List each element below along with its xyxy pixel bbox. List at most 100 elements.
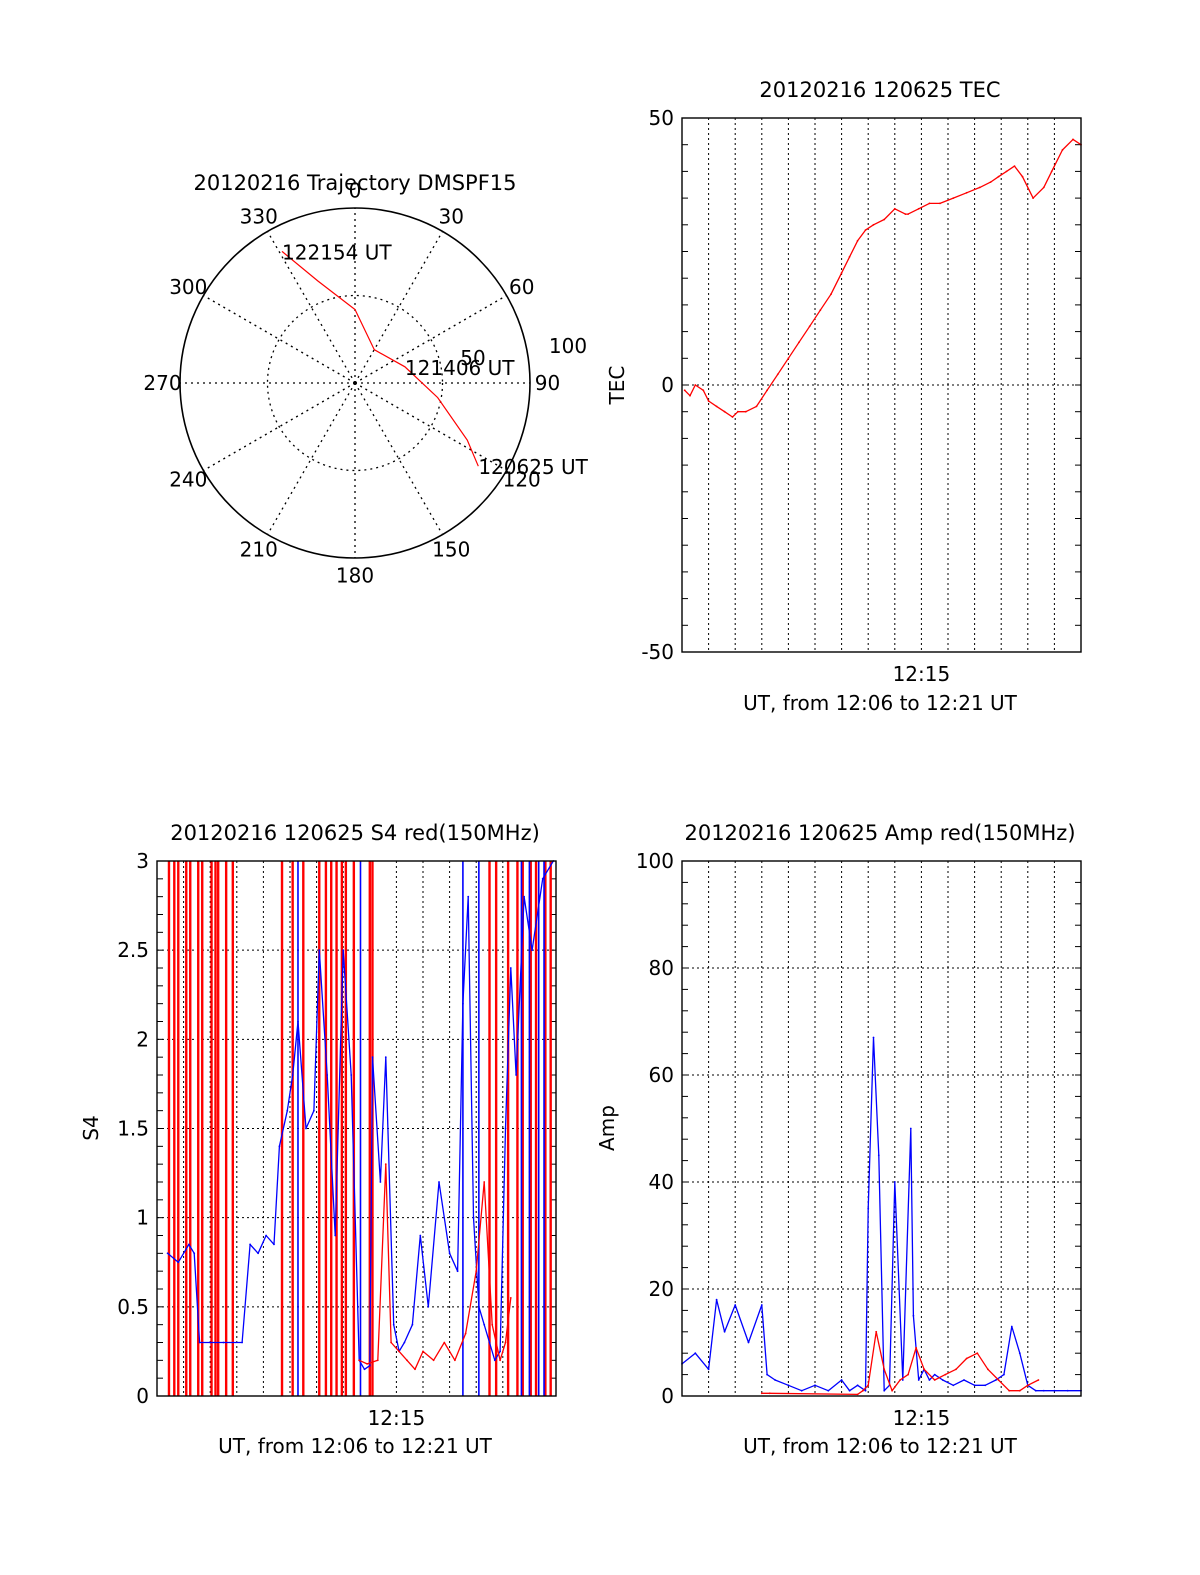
data-point <box>723 1330 726 1333</box>
data-point <box>249 1243 252 1246</box>
x-tick-label: 12:15 <box>893 662 951 686</box>
polar-angle-label: 150 <box>432 538 470 562</box>
data-point <box>326 1074 329 1076</box>
data-point <box>257 1252 259 1255</box>
data-point <box>694 1352 697 1355</box>
data-point <box>241 1341 244 1344</box>
data-point <box>384 1163 387 1166</box>
y-tick-label: 0 <box>661 1384 674 1408</box>
data-point <box>963 1379 965 1381</box>
data-point <box>899 1379 901 1381</box>
data-point <box>907 1373 909 1376</box>
data-point <box>1013 165 1016 168</box>
data-point <box>760 1392 763 1395</box>
s4-title: 20120216 120625 S4 red(150MHz) <box>170 821 540 845</box>
y-tick-label: 60 <box>649 1063 674 1087</box>
data-point <box>454 1359 456 1362</box>
polar-angle-label: 300 <box>169 275 207 299</box>
data-point <box>177 1261 180 1264</box>
data-point <box>390 1341 392 1344</box>
data-point <box>840 1379 843 1381</box>
data-point <box>509 1297 512 1299</box>
polar-angle-label: 120 <box>503 467 541 491</box>
data-point <box>939 202 941 205</box>
data-point <box>265 1234 267 1237</box>
data-point <box>358 1359 361 1362</box>
data-point <box>987 1368 989 1371</box>
polar-spoke <box>354 382 444 535</box>
data-point <box>499 1359 501 1362</box>
data-point <box>995 1379 997 1381</box>
polar-grid <box>179 207 531 559</box>
data-point <box>493 1359 496 1362</box>
data-point <box>432 1359 435 1362</box>
data-point <box>491 1323 494 1326</box>
data-point <box>379 1181 382 1183</box>
data-point <box>523 895 525 898</box>
data-point <box>973 1384 976 1387</box>
data-point <box>464 1332 467 1335</box>
data-point <box>462 1002 464 1005</box>
data-point <box>1021 175 1024 178</box>
data-point <box>467 895 470 898</box>
data-point <box>901 1379 904 1381</box>
data-point <box>694 384 697 386</box>
polar-radius-label: 100 <box>549 334 587 358</box>
data-point <box>766 1373 768 1376</box>
polar-annotations: 122154 UT 121406 UT 120625 UT <box>282 240 589 479</box>
data-point <box>862 1389 864 1392</box>
data-point <box>856 239 859 242</box>
amp-x-axis-label: UT, from 12:06 to 12:21 UT <box>743 1434 1018 1458</box>
data-point <box>286 1109 289 1112</box>
data-point <box>305 1127 307 1130</box>
data-point <box>915 1346 917 1349</box>
data-point <box>1008 1389 1011 1392</box>
data-point <box>928 1379 931 1381</box>
data-point <box>917 1379 920 1381</box>
data-point <box>819 309 822 312</box>
polar-angle-label: 60 <box>509 275 534 299</box>
data-point <box>867 1207 870 1210</box>
trajectory-line <box>281 250 479 467</box>
data-point <box>984 1384 987 1387</box>
amp-panel: 20120216 120625 Amp red(150MHz) UT, from… <box>595 821 1082 1458</box>
data-point <box>278 1145 281 1148</box>
data-point <box>760 1304 763 1306</box>
data-point <box>222 1341 225 1344</box>
data-point <box>368 1364 371 1367</box>
y-tick-label: 2 <box>136 1027 149 1051</box>
data-point <box>856 1384 859 1387</box>
polar-angle-label: 210 <box>240 538 278 562</box>
polar-trajectory-panel: 20120216 Trajectory DMSPF15 0 30 60 90 120 15… <box>143 171 588 588</box>
data-point <box>1026 1384 1029 1387</box>
tec-y-axis-label: TEC <box>605 366 629 406</box>
data-point <box>1053 1389 1056 1392</box>
polar-radius-label: 50 <box>460 346 485 370</box>
data-point <box>334 1234 337 1237</box>
series-line-0 <box>681 1036 1081 1392</box>
data-point <box>723 410 726 413</box>
data-point <box>1018 1352 1021 1355</box>
data-point <box>1050 170 1053 173</box>
data-point <box>689 394 691 397</box>
data-point <box>209 1341 212 1344</box>
data-point <box>1032 197 1034 200</box>
data-point <box>864 1389 867 1392</box>
data-point <box>715 405 718 408</box>
data-point <box>877 1154 880 1157</box>
data-point <box>1066 1389 1069 1392</box>
data-point <box>867 1384 870 1387</box>
data-point <box>273 1243 275 1246</box>
data-point <box>1042 186 1045 189</box>
tec-panel: 20120216 120625 TEC UT, from 12:06 to 12… <box>605 78 1082 715</box>
data-point <box>384 1056 387 1059</box>
data-point <box>747 1341 750 1344</box>
data-point <box>808 325 811 328</box>
data-point <box>827 1389 830 1392</box>
data-point <box>1037 1379 1040 1381</box>
polar-angle-label: 270 <box>143 371 181 395</box>
data-point <box>1061 149 1064 151</box>
data-point <box>737 410 739 413</box>
data-point <box>734 1304 737 1306</box>
polar-ring-50 <box>266 294 444 472</box>
